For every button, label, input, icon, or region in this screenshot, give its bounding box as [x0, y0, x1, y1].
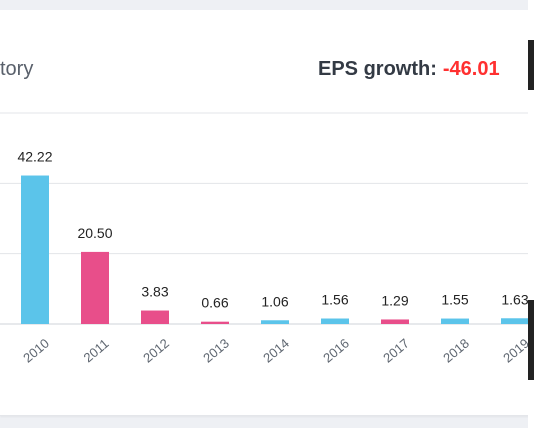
eps-growth-label: EPS growth:	[318, 58, 437, 80]
right-edge-mark-top	[528, 40, 534, 90]
bar-2018[interactable]	[441, 318, 469, 324]
x-tick-label-2013: 2013	[200, 336, 232, 366]
x-tick-label-2019: 2019	[500, 336, 528, 366]
x-tick-label-2010: 2010	[20, 336, 52, 366]
eps-growth-value: -46.01	[442, 58, 500, 80]
x-tick-label-2012: 2012	[140, 336, 172, 366]
bar-2016[interactable]	[321, 318, 349, 324]
bar-2019[interactable]	[501, 318, 528, 324]
data-label-2016: 1.56	[321, 292, 348, 308]
bar-2014[interactable]	[261, 320, 289, 324]
data-label-2014: 1.06	[261, 293, 288, 309]
data-label-2017: 1.29	[381, 292, 408, 308]
x-tick-label-2016: 2016	[320, 336, 352, 366]
bar-2010[interactable]	[21, 175, 49, 324]
eps-history-card: tory EPS growth: -46.01	[0, 10, 529, 416]
x-tick-label-2011: 2011	[81, 336, 112, 365]
card-title: tory	[0, 58, 34, 80]
data-label-2018: 1.55	[441, 292, 468, 308]
right-edge-strip	[528, 0, 534, 428]
eps-growth: EPS growth: -46.01	[318, 58, 500, 81]
data-label-2013: 0.66	[201, 295, 228, 311]
data-label-2019: 1.63	[501, 291, 528, 307]
right-edge-mark-bottom	[528, 300, 534, 380]
data-label-2012: 3.83	[141, 284, 168, 300]
bar-2017[interactable]	[381, 319, 409, 324]
bar-2013[interactable]	[201, 321, 229, 324]
bar-2012[interactable]	[141, 310, 169, 324]
x-tick-label-2014: 2014	[260, 336, 292, 366]
data-label-2010: 42.22	[17, 149, 52, 165]
bar-2011[interactable]	[81, 251, 109, 324]
data-label-2011: 20.50	[77, 225, 112, 241]
x-tick-label-2018: 2018	[440, 336, 472, 366]
x-tick-label-2017: 2017	[380, 336, 412, 366]
